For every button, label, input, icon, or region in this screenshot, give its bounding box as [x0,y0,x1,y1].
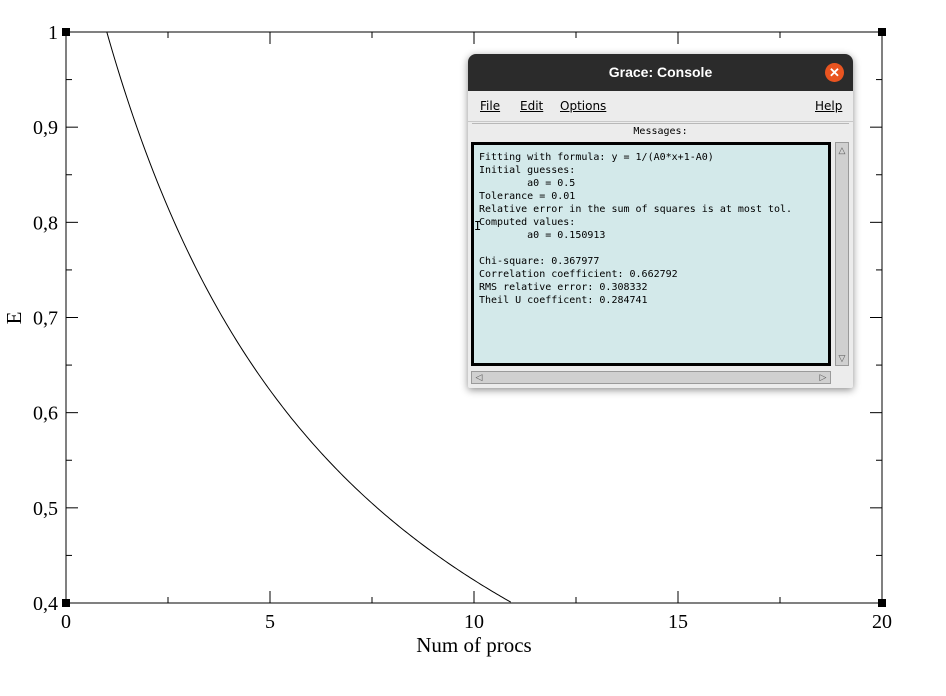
message-line: Initial guesses: [479,165,576,176]
horizontal-scrollbar[interactable]: ◁ ▷ [471,371,831,384]
scroll-down-icon[interactable]: ▽ [838,353,846,363]
scroll-right-icon[interactable]: ▷ [819,372,827,382]
y-tick-label: 0,7 [33,308,58,330]
message-line: Correlation coefficient: 0.662792 [479,269,678,280]
x-tick-label: 0 [61,611,71,633]
close-icon[interactable]: ✕ [825,63,844,82]
message-line: Tolerance = 0.01 [479,191,576,202]
window-title: Grace: Console [608,64,713,80]
y-tick-label: 0,4 [33,593,58,615]
message-line: Fitting with formula: y = 1/(A0*x+1-A0) [479,152,714,163]
x-tick-label: 5 [265,611,275,633]
menu-edit-label: Edit [520,99,544,113]
messages-text-area[interactable]: Fitting with formula: y = 1/(A0*x+1-A0) I… [471,142,831,366]
y-tick-label: 0,5 [33,498,58,520]
corner-handle[interactable] [62,28,70,36]
message-line: a0 = 0.5 [479,178,576,189]
x-tick-label: 15 [668,611,688,633]
corner-handle[interactable] [62,599,70,607]
menu-options-label: Options [560,99,607,113]
message-line: Relative error in the sum of squares is … [479,204,793,215]
x-axis-label: Num of procs [416,633,531,657]
y-tick-label: 1 [48,22,58,44]
message-line: Chi-square: 0.367977 [479,256,600,267]
message-line: Computed values: [479,217,576,228]
corner-handle[interactable] [878,599,886,607]
x-tick-label: 20 [872,611,892,633]
menu-edit[interactable]: Edit [520,99,543,113]
scroll-left-icon[interactable]: ◁ [475,372,483,382]
y-tick-label: 0,8 [33,212,58,234]
title-bar[interactable]: Grace: Console ✕ [468,54,853,91]
grace-console-window[interactable]: Grace: Console ✕ File Edit Options Help … [468,54,853,388]
menu-help[interactable]: Help [815,99,842,113]
fit-curve [106,31,511,603]
y-tick-label: 0,6 [33,403,58,425]
messages-label: Messages: [633,126,688,137]
menu-help-label: Help [815,99,843,113]
y-tick-label: 0,9 [33,117,58,139]
scroll-up-icon[interactable]: △ [838,145,846,155]
menu-bar: File Edit Options Help [468,91,853,122]
message-line: RMS relative error: 0.308332 [479,282,648,293]
message-line: a0 = 0.150913 [479,230,606,241]
menu-options[interactable]: Options [560,99,606,113]
menu-file-label: File [480,99,501,113]
message-line [479,242,828,255]
y-axis-label: E [2,312,26,325]
message-line: Theil U coefficent: 0.284741 [479,295,648,306]
x-tick-label: 10 [464,611,484,633]
vertical-scrollbar[interactable]: △ ▽ [835,142,849,366]
separator [472,123,849,124]
menu-file[interactable]: File [480,99,500,113]
corner-handle[interactable] [878,28,886,36]
text-cursor-icon: I [474,219,482,233]
